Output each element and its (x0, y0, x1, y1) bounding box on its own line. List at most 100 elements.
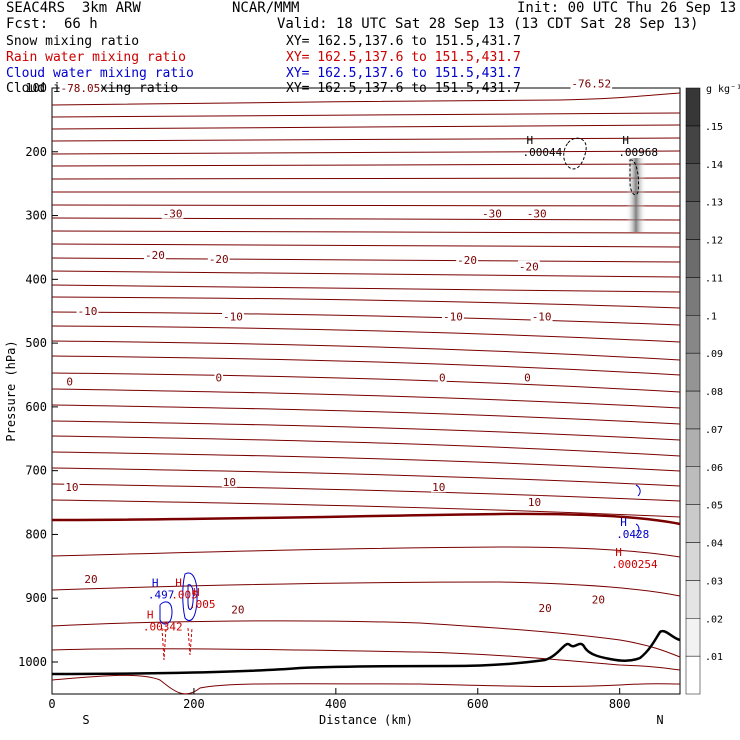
y-tick-label: 200 (25, 145, 47, 159)
forecast-label: Fcst: (6, 16, 49, 32)
contour-label: 10 (528, 496, 541, 509)
isotherm-32 (51, 581, 681, 597)
colorbar-segment (685, 466, 701, 505)
colorbar-tick-label: .01 (705, 652, 723, 663)
contour-labels: -78.05 -76.52 -30 -30 -30 -20 -20 -20 -20 -10 -10 -… (59, 77, 613, 617)
contour-label: -20 (209, 253, 229, 266)
field-snow-xy: XY= 162.5,137.6 to 151.5,431.7 (286, 34, 521, 49)
colorbar-tick-label: .14 (705, 160, 723, 171)
colorbar-unit: g kg⁻¹ (706, 84, 740, 95)
contour-label-bg (431, 481, 447, 493)
high-value: .497 (148, 589, 175, 602)
high-value: .0428 (616, 528, 649, 541)
forecast-hours: 66 h (64, 16, 98, 32)
contour-label-bg (222, 310, 244, 322)
contour-label: 20 (231, 604, 244, 617)
contour-label: 0 (215, 372, 222, 385)
contour-label-bg (526, 495, 543, 507)
contour-label-bg (76, 305, 99, 317)
temperature-contours (51, 92, 681, 695)
contour-label: 20 (539, 602, 552, 615)
contour-label-bg (517, 260, 540, 272)
isotherm-11 (51, 230, 681, 234)
y-tick-label: 1000 (18, 655, 47, 669)
cloud-ice-plume (626, 158, 646, 232)
contour-label-bg (530, 310, 553, 322)
isotherm-31 (51, 546, 681, 558)
isotherm-plus-10 (51, 620, 681, 658)
high-value: .00044 (523, 146, 563, 159)
y-tick-label: 800 (25, 527, 47, 541)
contour-label-bg (437, 371, 447, 383)
y-tick-label: 600 (25, 400, 47, 414)
center-title: NCAR/MMM (232, 0, 300, 16)
isotherm-17 (51, 311, 681, 326)
cloud-water-contours (159, 484, 641, 625)
isotherm-14 (51, 270, 681, 278)
contour-label-bg (570, 77, 613, 89)
x-tick-label: 200 (183, 697, 205, 711)
high-marker: H (152, 577, 159, 590)
contour-label-bg (523, 371, 532, 383)
y-tick-label: 300 (25, 209, 47, 223)
colorbar-segment (685, 542, 701, 581)
contour-label: -20 (457, 254, 477, 267)
x-tick-label: 0 (48, 697, 55, 711)
isotherm-29 (51, 499, 681, 518)
isotherm-23 (51, 404, 681, 425)
field-cloud-water-xy: XY= 162.5,137.6 to 151.5,431.7 (286, 66, 521, 81)
high-marker: H (527, 134, 534, 147)
field-cloud-water-name: Cloud water mixing ratio (6, 66, 194, 81)
colorbar-segment (685, 239, 701, 278)
isotherm-16 (51, 296, 681, 309)
contour-label-bg (590, 593, 606, 605)
contour-label-bg (537, 601, 553, 613)
contour-label-bg (207, 252, 230, 264)
colorbar-segment (685, 580, 701, 619)
x-axis-south-label: S (82, 713, 89, 727)
high-value: .00342 (143, 621, 183, 634)
isotherm-minus-20 (51, 340, 681, 361)
high-marker: H (620, 516, 627, 529)
contour-label: -30 (482, 208, 502, 221)
y-tick-label: 500 (25, 336, 47, 350)
contour-label: 0 (66, 375, 73, 388)
isotherm-zero (51, 512, 681, 526)
contour-label-bg (456, 254, 479, 266)
field-rain-name: Rain water mixing ratio (6, 50, 187, 65)
high-marker: H (147, 609, 154, 622)
colorbar-tick-label: .07 (705, 425, 723, 436)
colorbar-tick-label: .04 (705, 539, 723, 550)
contour-label: 10 (432, 481, 445, 494)
colorbar-tick-label: .09 (705, 349, 723, 360)
contour-label-bg (525, 207, 548, 219)
high-value: .000254 (611, 558, 658, 571)
colorbar-segment (685, 655, 701, 695)
colorbar-segment (685, 390, 701, 430)
contour-label-bg (64, 481, 80, 493)
isotherm-4 (51, 137, 681, 142)
contour-label-bg (65, 375, 75, 387)
contour-label: -20 (145, 249, 165, 262)
contour-label: 20 (592, 593, 605, 606)
high-marker: H (193, 586, 200, 599)
colorbar-tick-label: .08 (705, 387, 723, 398)
x-tick-label: 800 (609, 697, 631, 711)
isotherm-22 (51, 388, 681, 409)
colorbar: .01 .02 .03 .04 .05 .06 .07 .08 .09 .1 .11 .12 .13 .1… (685, 87, 723, 695)
isotherm-2 (51, 112, 681, 118)
cloud-water-lobe-1 (159, 601, 173, 625)
colorbar-segment (685, 504, 701, 543)
colorbar-segment (685, 201, 701, 240)
rain-water-contours (161, 627, 193, 661)
contour-label-bg (214, 371, 224, 383)
colorbar-tick-label: .1 (705, 311, 717, 322)
isotherm-13 (51, 257, 681, 263)
x-axis-label: Distance (km) (319, 713, 413, 727)
high-value: .005 (189, 598, 216, 611)
isotherm-9 (51, 204, 681, 207)
colorbar-tick-label: .15 (705, 122, 723, 133)
high-marker: H (615, 546, 622, 559)
colorbar-segment (685, 125, 701, 164)
